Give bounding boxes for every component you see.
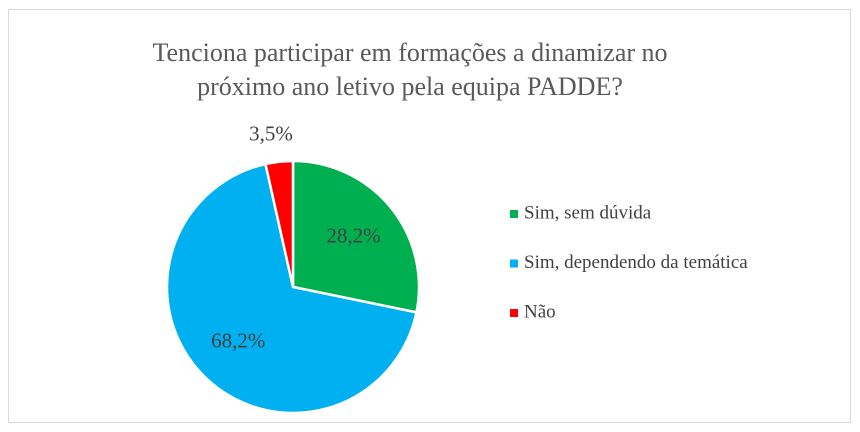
legend-swatch	[510, 309, 518, 317]
data-label: 3,5%	[249, 122, 293, 146]
pie-slice	[263, 159, 295, 288]
legend-swatch	[510, 259, 518, 268]
legend-label: Sim, dependendo da temática	[524, 252, 748, 273]
chart-title: Tenciona participar em formações a dinam…	[152, 38, 668, 101]
data-label: 28,2%	[326, 223, 380, 247]
legend-label: Não	[524, 301, 556, 322]
chart-frame	[8, 9, 851, 423]
legend-swatch	[510, 210, 518, 218]
data-label: 68,2%	[211, 329, 265, 353]
pie-slice	[165, 162, 418, 415]
legend-label: Sim, sem dúvida	[524, 202, 652, 223]
pie-slice	[291, 159, 421, 314]
